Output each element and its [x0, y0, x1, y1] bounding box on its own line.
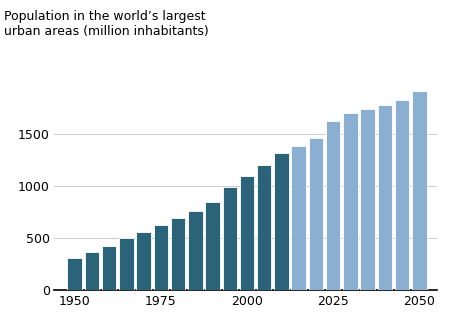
Bar — [395, 100, 410, 290]
Bar — [119, 238, 134, 290]
Bar — [171, 218, 185, 290]
Bar — [85, 252, 99, 290]
Bar — [153, 225, 168, 290]
Bar — [102, 246, 117, 290]
Bar — [412, 77, 427, 290]
Text: Population in the world’s largest
urban areas (million inhabitants): Population in the world’s largest urban … — [4, 10, 209, 38]
Bar — [274, 153, 288, 290]
Bar — [136, 232, 151, 290]
Bar — [292, 146, 306, 290]
Bar — [257, 165, 271, 290]
Bar — [240, 176, 254, 290]
Bar — [222, 187, 237, 290]
Bar — [309, 138, 323, 290]
Bar — [205, 202, 220, 290]
Bar — [326, 120, 340, 290]
Bar — [343, 113, 358, 290]
Bar — [188, 211, 202, 290]
Bar — [68, 258, 82, 290]
Bar — [378, 105, 392, 290]
Bar — [360, 109, 375, 290]
